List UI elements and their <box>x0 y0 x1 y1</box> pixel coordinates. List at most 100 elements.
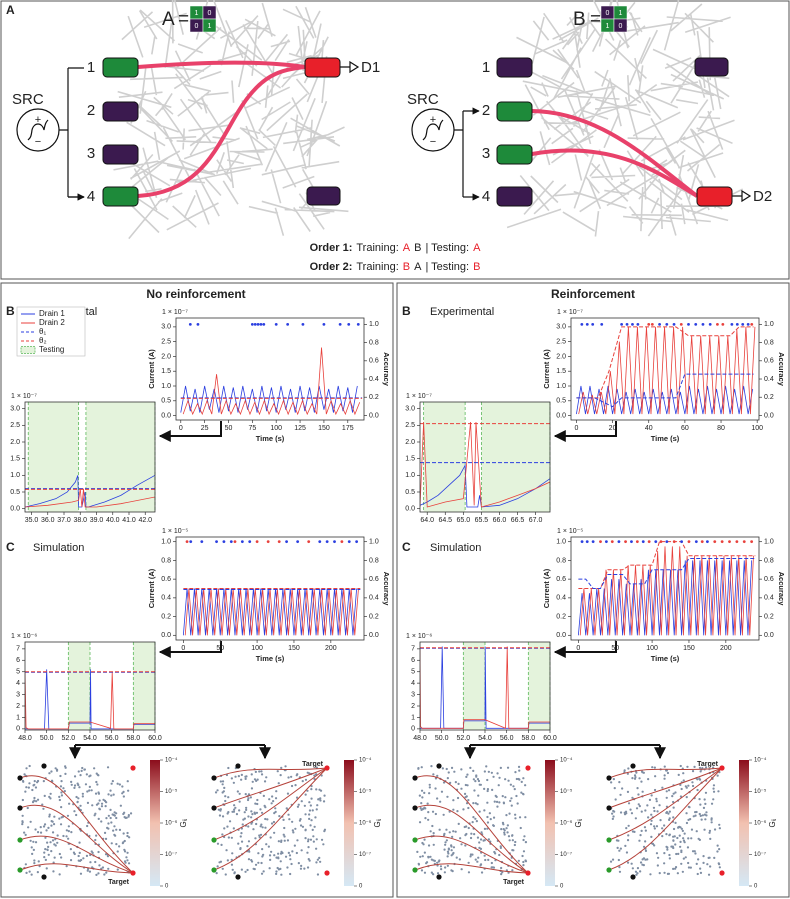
y-tick-label: 3.0 <box>10 406 20 413</box>
accuracy-dot <box>728 540 731 544</box>
y2-tick-label: 0.6 <box>369 576 379 583</box>
chart: 0 20 40 60 80 1000.00.51.01.52.02.53.00.00.20… <box>542 309 786 443</box>
conductive-path <box>414 775 529 874</box>
accuracy-dot <box>647 540 651 544</box>
matrix-value: 0 <box>195 23 199 30</box>
x-tick-label: 56.0 <box>105 735 119 742</box>
current-line <box>184 588 359 636</box>
y-tick-label: 4 <box>411 680 415 687</box>
accuracy-dot <box>617 540 621 544</box>
electrode-dot <box>525 765 531 771</box>
x-tick-label: 64.0 <box>420 517 434 524</box>
input-label: 2 <box>482 102 490 119</box>
x-tick-label: 100 <box>646 645 658 652</box>
y2-tick-label: 0.0 <box>369 632 379 639</box>
electrode-dot <box>41 874 47 880</box>
accuracy-dot <box>720 540 724 544</box>
matrix-value: 1 <box>619 10 623 17</box>
x-tick-label: 36.0 <box>41 517 55 524</box>
y-tick-label: 0.5 <box>556 398 566 405</box>
y-tick-label: 2 <box>411 703 415 710</box>
accuracy-dot <box>741 322 745 326</box>
colorbar-title: Gᵢⱼ <box>768 819 777 828</box>
minus: − <box>35 136 41 148</box>
y-tick-label: 0.6 <box>556 576 566 583</box>
accuracy-dot <box>233 540 237 544</box>
panel-a: A <box>6 3 772 273</box>
input-label: 4 <box>482 188 490 205</box>
order-text: | Testing: <box>425 261 469 273</box>
colorbar-tick-label: 10⁻⁶ <box>754 820 767 827</box>
network-nodes <box>416 765 528 876</box>
electrode-dot <box>211 867 217 873</box>
accuracy-dot <box>274 322 278 326</box>
y-tick-label: 3 <box>411 691 415 698</box>
electrode-dot <box>719 870 725 876</box>
axis-multiplier: 1 × 10⁻⁵ <box>162 528 188 535</box>
x-tick-label: 35.0 <box>25 517 39 524</box>
y-tick-label: 0.0 <box>556 412 566 419</box>
y2-tick-label: 1.0 <box>369 539 379 546</box>
x-tick-label: 0 <box>574 425 578 432</box>
accuracy-dot <box>742 540 746 544</box>
input-label: 3 <box>482 145 490 162</box>
order-text: Training: <box>356 242 398 254</box>
order-item: B <box>403 261 410 273</box>
electrode-dot <box>211 805 217 811</box>
threshold-line <box>578 541 756 589</box>
x-tick-label: 0 <box>179 425 183 432</box>
accuracy-dot <box>708 322 712 326</box>
y-tick-label: 0.0 <box>556 632 566 639</box>
current-line <box>182 347 361 416</box>
accuracy-dot <box>680 540 683 544</box>
matrix-value: 0 <box>606 10 610 17</box>
y-tick-label: 2.5 <box>556 338 566 345</box>
y2-tick-label: 0.6 <box>764 358 774 365</box>
source-left <box>16 60 360 197</box>
accuracy-dot <box>672 322 676 326</box>
x-tick-label: 48.0 <box>413 735 427 742</box>
electrode <box>306 186 341 206</box>
matrix-cell <box>613 18 628 33</box>
arrows <box>75 421 666 758</box>
x-tick-label: 67.0 <box>529 517 543 524</box>
axis-multiplier: 1 × 10⁻⁵ <box>557 528 583 535</box>
x-tick-label: 40 <box>645 425 653 432</box>
accuracy-dot <box>610 540 614 544</box>
input-label: 2 <box>87 102 95 119</box>
order-text: Training: <box>356 261 398 273</box>
electrode-dot <box>235 874 241 880</box>
y-axis-label: Current (A) <box>542 349 551 389</box>
current-line <box>578 326 756 415</box>
x-tick-label: 150 <box>288 645 300 652</box>
colorbar-tick-label: 10⁻⁴ <box>560 757 573 764</box>
accuracy-dot <box>624 540 627 544</box>
y-tick-label: 0.5 <box>10 489 20 496</box>
x-tick-label: 100 <box>751 425 763 432</box>
accuracy-dot <box>296 540 300 544</box>
accuracy-dot <box>200 540 204 544</box>
electrode-dot <box>17 805 23 811</box>
panel-frame <box>396 282 790 898</box>
electrode-dot <box>412 837 418 843</box>
minus: − <box>430 136 436 148</box>
electrode <box>694 57 729 77</box>
y-tick-label: 2.0 <box>10 439 20 446</box>
axis-multiplier: 1 × 10⁻⁷ <box>162 309 188 316</box>
order-item: B <box>473 261 480 273</box>
colorbar-tick-label: 0 <box>560 884 564 890</box>
electrode-dot <box>630 874 636 880</box>
accuracy-dot <box>585 322 589 326</box>
conductive-path <box>414 863 529 874</box>
x-axis-label: Time (s) <box>256 654 285 663</box>
drain-label: D1 <box>361 59 380 76</box>
testing-span <box>133 642 155 730</box>
plus: + <box>430 114 436 126</box>
colorbar <box>344 760 354 886</box>
source-right <box>411 109 752 203</box>
electrode <box>496 144 533 165</box>
panel-frame <box>0 282 394 898</box>
accuracy-dot <box>356 322 360 326</box>
order-item: A <box>414 261 422 273</box>
network-map: Target 10⁻⁴ 10⁻⁵ 10⁻⁶ 10⁻⁷ 0 Gᵢⱼ <box>211 757 382 890</box>
